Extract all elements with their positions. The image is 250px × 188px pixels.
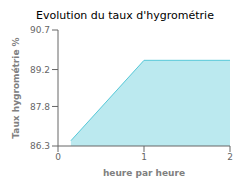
svg-text:87.8: 87.8: [30, 102, 50, 112]
svg-text:Taux hygrométrie %: Taux hygrométrie %: [11, 37, 21, 138]
html-text:Evolution du taux d'hygrométri: Evolution du taux d'hygrométrie: [36, 9, 214, 22]
svg-text:90.7: 90.7: [30, 25, 50, 35]
svg-text:89.2: 89.2: [30, 65, 50, 75]
svg-text:1: 1: [141, 152, 147, 162]
svg-text:0: 0: [55, 152, 61, 162]
svg-text:heure par heure: heure par heure: [103, 168, 185, 178]
svg-text:2: 2: [227, 152, 233, 162]
svg-text:86.3: 86.3: [30, 141, 50, 151]
